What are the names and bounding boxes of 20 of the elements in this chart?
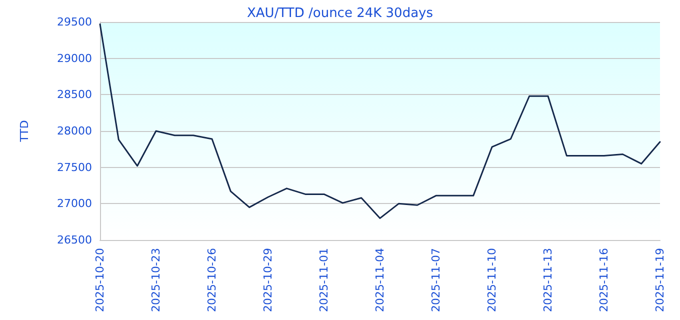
x-tick-label: 2025-11-10 [486, 248, 498, 312]
y-tick-label: 28000 [57, 124, 92, 138]
x-tick-label: 2025-11-16 [598, 248, 610, 312]
y-tick-label: 27500 [57, 160, 92, 174]
x-tick-label: 2025-10-20 [94, 248, 106, 312]
y-axis-title: TTD [18, 120, 31, 143]
chart-title: XAU/TTD /ounce 24K 30days [246, 6, 434, 21]
x-tick-label: 2025-10-26 [206, 248, 218, 312]
x-tick-label: 2025-10-29 [262, 248, 274, 312]
x-tick-label: 2025-11-01 [318, 248, 330, 312]
y-tick-label: 27000 [57, 197, 92, 210]
x-tick-label: 2025-11-13 [542, 248, 554, 312]
x-tick-label: 2025-11-04 [374, 248, 386, 312]
x-tick-label: 2025-11-07 [430, 248, 442, 312]
x-tick-label: 2025-10-23 [150, 248, 162, 312]
y-tick-label: 29000 [57, 52, 92, 65]
y-tick-label: 26500 [57, 234, 92, 246]
y-tick-label: 28500 [57, 88, 92, 102]
y-tick-label: 29500 [57, 16, 92, 28]
x-tick-label: 2025-11-19 [654, 248, 666, 312]
